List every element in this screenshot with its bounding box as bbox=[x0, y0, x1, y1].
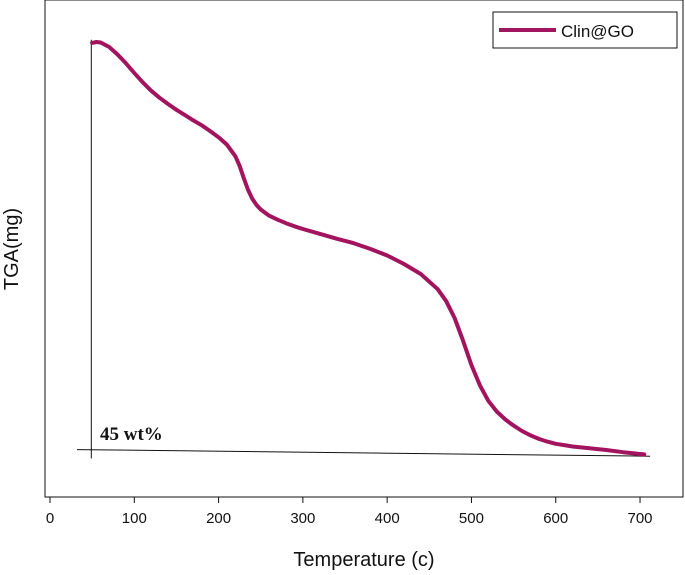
x-tick-label: 400 bbox=[375, 510, 400, 527]
x-axis-ticks: 0 100 200 300 400 500 600 700 bbox=[46, 497, 653, 527]
x-tick-label: 200 bbox=[206, 510, 231, 527]
annotation-baseline bbox=[76, 449, 651, 457]
x-tick-label: 0 bbox=[46, 510, 54, 527]
x-tick-label: 600 bbox=[543, 510, 568, 527]
x-tick-label: 100 bbox=[122, 510, 147, 527]
x-tick-label: 300 bbox=[290, 510, 315, 527]
x-tick-label: 500 bbox=[459, 510, 484, 527]
x-tick-label: 700 bbox=[628, 510, 653, 527]
annotation-lines bbox=[76, 39, 651, 459]
annotation-label: 45 wt% bbox=[100, 424, 163, 445]
x-axis-title: Temperature (c) bbox=[293, 549, 434, 571]
legend-label: Clin@GO bbox=[561, 22, 634, 41]
series-line-clin-go bbox=[90, 40, 647, 457]
y-axis-title: TGA(mg) bbox=[1, 208, 23, 290]
legend: Clin@GO bbox=[492, 11, 678, 49]
plot-frame bbox=[44, 0, 684, 498]
